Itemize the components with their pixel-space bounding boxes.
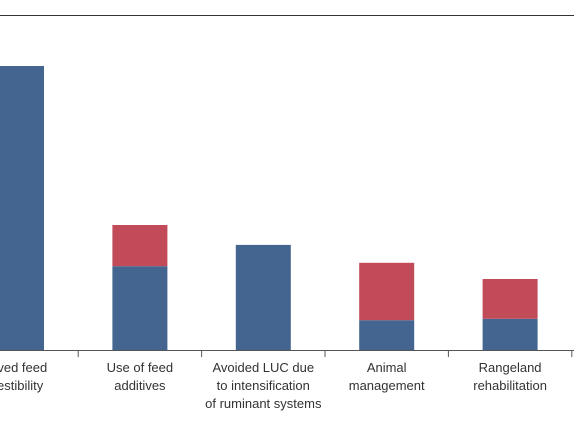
x-tick-label-line: Rangeland <box>479 360 542 375</box>
bars-group <box>0 66 538 350</box>
x-tick-label-line: Avoided LUC due <box>212 360 314 375</box>
x-tick-label-line: management <box>349 378 425 393</box>
x-tick-label-line: to intensification <box>217 378 310 393</box>
bar-1-segment-1 <box>112 225 168 267</box>
x-tick-label-line: gestibility <box>0 378 44 393</box>
bar-0-segment-0 <box>0 66 44 350</box>
bar-3-segment-0 <box>359 320 415 350</box>
x-tick-label-line: of ruminant systems <box>205 396 322 411</box>
bar-2-segment-0 <box>235 244 291 350</box>
bar-3-segment-1 <box>359 262 415 321</box>
bar-1-segment-0 <box>112 266 168 350</box>
x-tick-label-line: rehabilitation <box>473 378 547 393</box>
x-labels-group: roved feed gestibility Use of feed additive… <box>0 360 547 411</box>
x-tick-label-2: Avoided LUC due to intensification of rumi… <box>205 360 322 411</box>
x-tick-label-line: Animal <box>367 360 407 375</box>
x-ticks-group <box>77 350 573 357</box>
x-tick-label-1: Use of feed additives <box>107 360 174 393</box>
x-tick-label-4: Rangeland rehabilitation <box>473 360 547 393</box>
x-tick-label-line: Use of feed <box>107 360 174 375</box>
x-tick-label-line: roved feed <box>0 360 47 375</box>
x-tick-label-0: roved feed gestibility <box>0 360 47 393</box>
bar-4-segment-1 <box>482 279 538 319</box>
x-tick-label-line: additives <box>114 378 166 393</box>
x-tick-label-3: Animal management <box>349 360 425 393</box>
bar-4-segment-0 <box>482 318 538 350</box>
